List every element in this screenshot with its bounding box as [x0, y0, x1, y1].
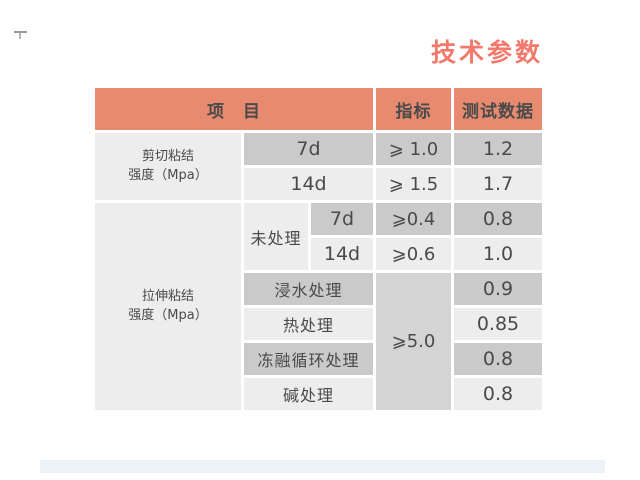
value-cell: 0.8: [454, 378, 542, 410]
section-label-line2: 强度（Mpa）: [128, 307, 208, 323]
value-cell: 1.2: [454, 133, 542, 165]
header-indicator: 指标: [376, 88, 451, 130]
indicator-cell: ⩾0.4: [376, 203, 451, 235]
cropped-watermark-mark: [14, 31, 27, 39]
section-label-line1: 剪切粘结: [141, 148, 194, 164]
value-cell: 0.9: [454, 273, 542, 305]
treatment-cell: 冻融循环处理: [244, 343, 373, 375]
indicator-cell: ⩾ 1.0: [376, 133, 451, 165]
tech-params-table-wrapper: 项 目 指标 测试数据 剪切粘结 强度（Mpa） 7d ⩾ 1.0 1.2 14…: [92, 85, 545, 413]
tech-params-table: 项 目 指标 测试数据 剪切粘结 强度（Mpa） 7d ⩾ 1.0 1.2 14…: [92, 85, 545, 413]
merged-indicator-cell: ⩾5.0: [376, 273, 451, 410]
treatment-cell: 碱处理: [244, 378, 373, 410]
treatment-cell: 热处理: [244, 308, 373, 340]
watermark-bar-horizontal: [14, 31, 27, 33]
section-label-tensile: 拉伸粘结 强度（Mpa）: [95, 203, 241, 410]
table-row: 热处理 0.85: [95, 308, 542, 340]
header-row: 项 目 指标 测试数据: [95, 88, 542, 130]
section-label-shear: 剪切粘结 强度（Mpa）: [95, 133, 241, 200]
bottom-accent-bar: [40, 460, 605, 473]
table-row: 浸水处理 ⩾5.0 0.9: [95, 273, 542, 410]
value-cell: 1.0: [454, 238, 542, 270]
value-cell: 0.85: [454, 308, 542, 340]
table-row: 碱处理 0.8: [95, 378, 542, 410]
age-cell: 14d: [311, 238, 373, 270]
table-row: 冻融循环处理 0.8: [95, 343, 542, 375]
untreated-label-cell: 未处理: [244, 203, 308, 270]
table-row: 拉伸粘结 强度（Mpa） 未处理 7d ⩾0.4 0.8: [95, 203, 542, 410]
table-row: 14d ⩾0.6 1.0: [95, 238, 542, 270]
section-label-line1: 拉伸粘结: [141, 288, 194, 304]
value-cell: 0.8: [454, 343, 542, 375]
table-row: 14d ⩾ 1.5 1.7: [95, 168, 542, 200]
table-row: 剪切粘结 强度（Mpa） 7d ⩾ 1.0 1.2: [95, 133, 542, 200]
age-cell: 14d: [244, 168, 373, 200]
value-cell: 0.8: [454, 203, 542, 235]
age-cell: 7d: [244, 133, 373, 165]
section-label-line2: 强度（Mpa）: [128, 167, 208, 183]
indicator-cell: ⩾ 1.5: [376, 168, 451, 200]
treatment-cell: 浸水处理: [244, 273, 373, 305]
age-cell: 7d: [311, 203, 373, 235]
header-item: 项 目: [95, 88, 373, 130]
header-test-data: 测试数据: [454, 88, 542, 130]
page-title: 技术参数: [431, 38, 544, 67]
watermark-bar-vertical: [19, 33, 21, 39]
indicator-cell: ⩾0.6: [376, 238, 451, 270]
value-cell: 1.7: [454, 168, 542, 200]
